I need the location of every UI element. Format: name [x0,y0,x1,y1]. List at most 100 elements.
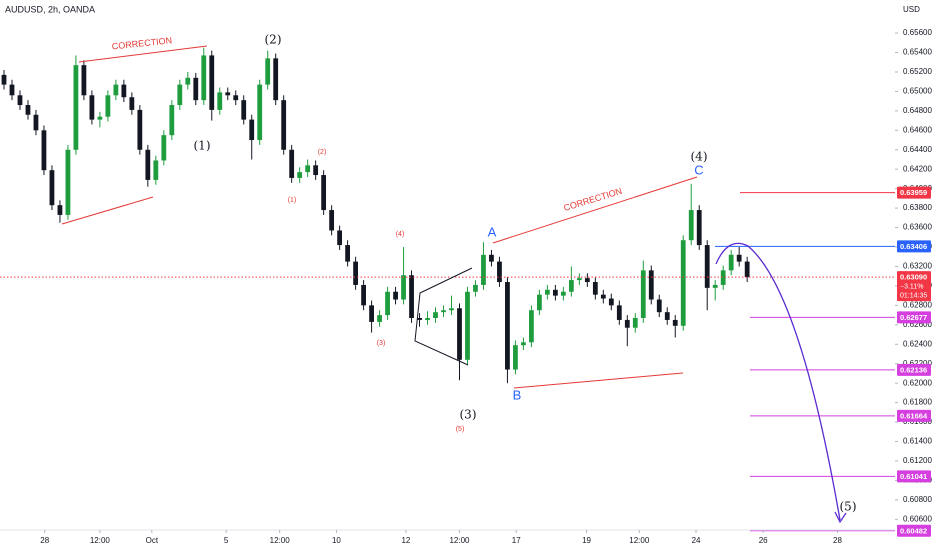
level-label: 0.63959 [900,188,927,197]
candle-body [73,65,79,150]
candle-body [369,305,374,322]
drawings [61,45,847,524]
chart-title: AUDUSD, 2h, OANDA [5,4,95,14]
candle-body [608,298,614,306]
candle-body [145,149,151,180]
candle-body [688,210,694,241]
candle-body [409,275,414,318]
candle-body [544,289,550,295]
candle-body [209,55,215,110]
countdown-label: 01:14:35 [900,292,927,299]
candle-body [457,308,462,360]
wedge [414,267,473,366]
x-tick-label: 12:00 [90,536,111,545]
candle-body [233,95,239,101]
y-tick-label: 0.64800 [903,106,932,115]
candle-body [169,105,175,136]
candle-body [201,55,207,101]
candle-body [672,319,678,326]
candle-body [720,270,726,285]
candle-body [560,291,566,296]
candle-body [25,105,31,115]
current-price-box [897,271,931,302]
y-tick-label: 0.63600 [903,223,932,232]
candle-body [640,270,646,318]
candle-body [592,282,598,295]
candle-body [584,278,590,283]
candle-body [664,312,670,320]
candle-body [281,100,287,150]
price-axis: 0.65600 0.65400 0.65200 0.65000 0.64800 0.646… [0,28,932,545]
annotation: (3) [377,340,386,347]
level-label-box [897,186,931,199]
plot-area [0,47,895,532]
annotation: (5) [840,500,857,514]
level-label: 0.63406 [900,242,927,251]
x-tick-label: 28 [40,536,49,545]
candle-body [552,289,558,296]
candle-body [433,312,438,318]
y-tick-label: 0.64400 [903,145,932,154]
x-tick-label: 26 [759,536,768,545]
candle-body [393,291,398,300]
candle-body [97,116,103,120]
candle-body [65,149,71,215]
change-label: −3.11% [900,283,923,290]
candle-body [624,319,630,328]
y-tick-label: 0.62400 [903,339,932,348]
candle-body [81,65,87,96]
annotation: (2) [318,149,327,156]
y-tick-label: 0.65200 [903,67,932,76]
candle-body [225,92,231,96]
candle-body [105,95,111,117]
trend-line [513,372,684,389]
level-label-box [897,311,931,324]
candle-body [744,261,750,278]
annotation: (3) [460,408,477,422]
x-tick-label: 12 [401,536,410,545]
candle-body [89,95,95,120]
current-price-label: 0.63090 [900,273,927,282]
candle-body [656,299,662,313]
y-tick-label: 0.61200 [903,456,932,465]
candle-body [297,172,303,178]
level-label: 0.61041 [900,472,927,481]
candle-body [313,165,319,176]
candle-body [728,254,734,271]
candle-body [41,130,47,171]
candle-body [489,254,494,262]
x-tick-label: 24 [692,536,701,545]
x-tick-label: 12:00 [449,536,470,545]
currency: USD [903,5,920,14]
candle-body [537,294,542,311]
x-tick-label: 12:00 [270,536,291,545]
candle-body [185,77,191,85]
y-tick-label: 0.63200 [903,262,932,271]
y-tick-label: 0.60600 [903,514,932,523]
candle-body [505,282,510,370]
candle-body [385,291,390,316]
candle-body [265,58,271,85]
candle-body [441,310,446,313]
candle-body [600,294,606,299]
y-tick-label: 0.65000 [903,87,932,96]
candle-body [249,119,255,141]
projection-arc [715,242,841,521]
annotation: (4) [691,150,708,164]
candle-body [1,74,7,85]
trend-line [78,45,208,63]
level-label-box [897,524,931,537]
candle-body [153,160,159,180]
candle-body [273,58,279,101]
candle-body [9,84,15,96]
x-tick-label: 28 [833,536,842,545]
annotation: A [488,224,497,239]
candle-body [17,95,23,106]
level-label-box [897,470,931,483]
candle-body [473,284,478,292]
level-label-box [897,409,931,422]
candle-body [648,270,654,300]
projection-arrow [834,511,847,524]
y-tick-label: 0.62600 [903,320,932,329]
